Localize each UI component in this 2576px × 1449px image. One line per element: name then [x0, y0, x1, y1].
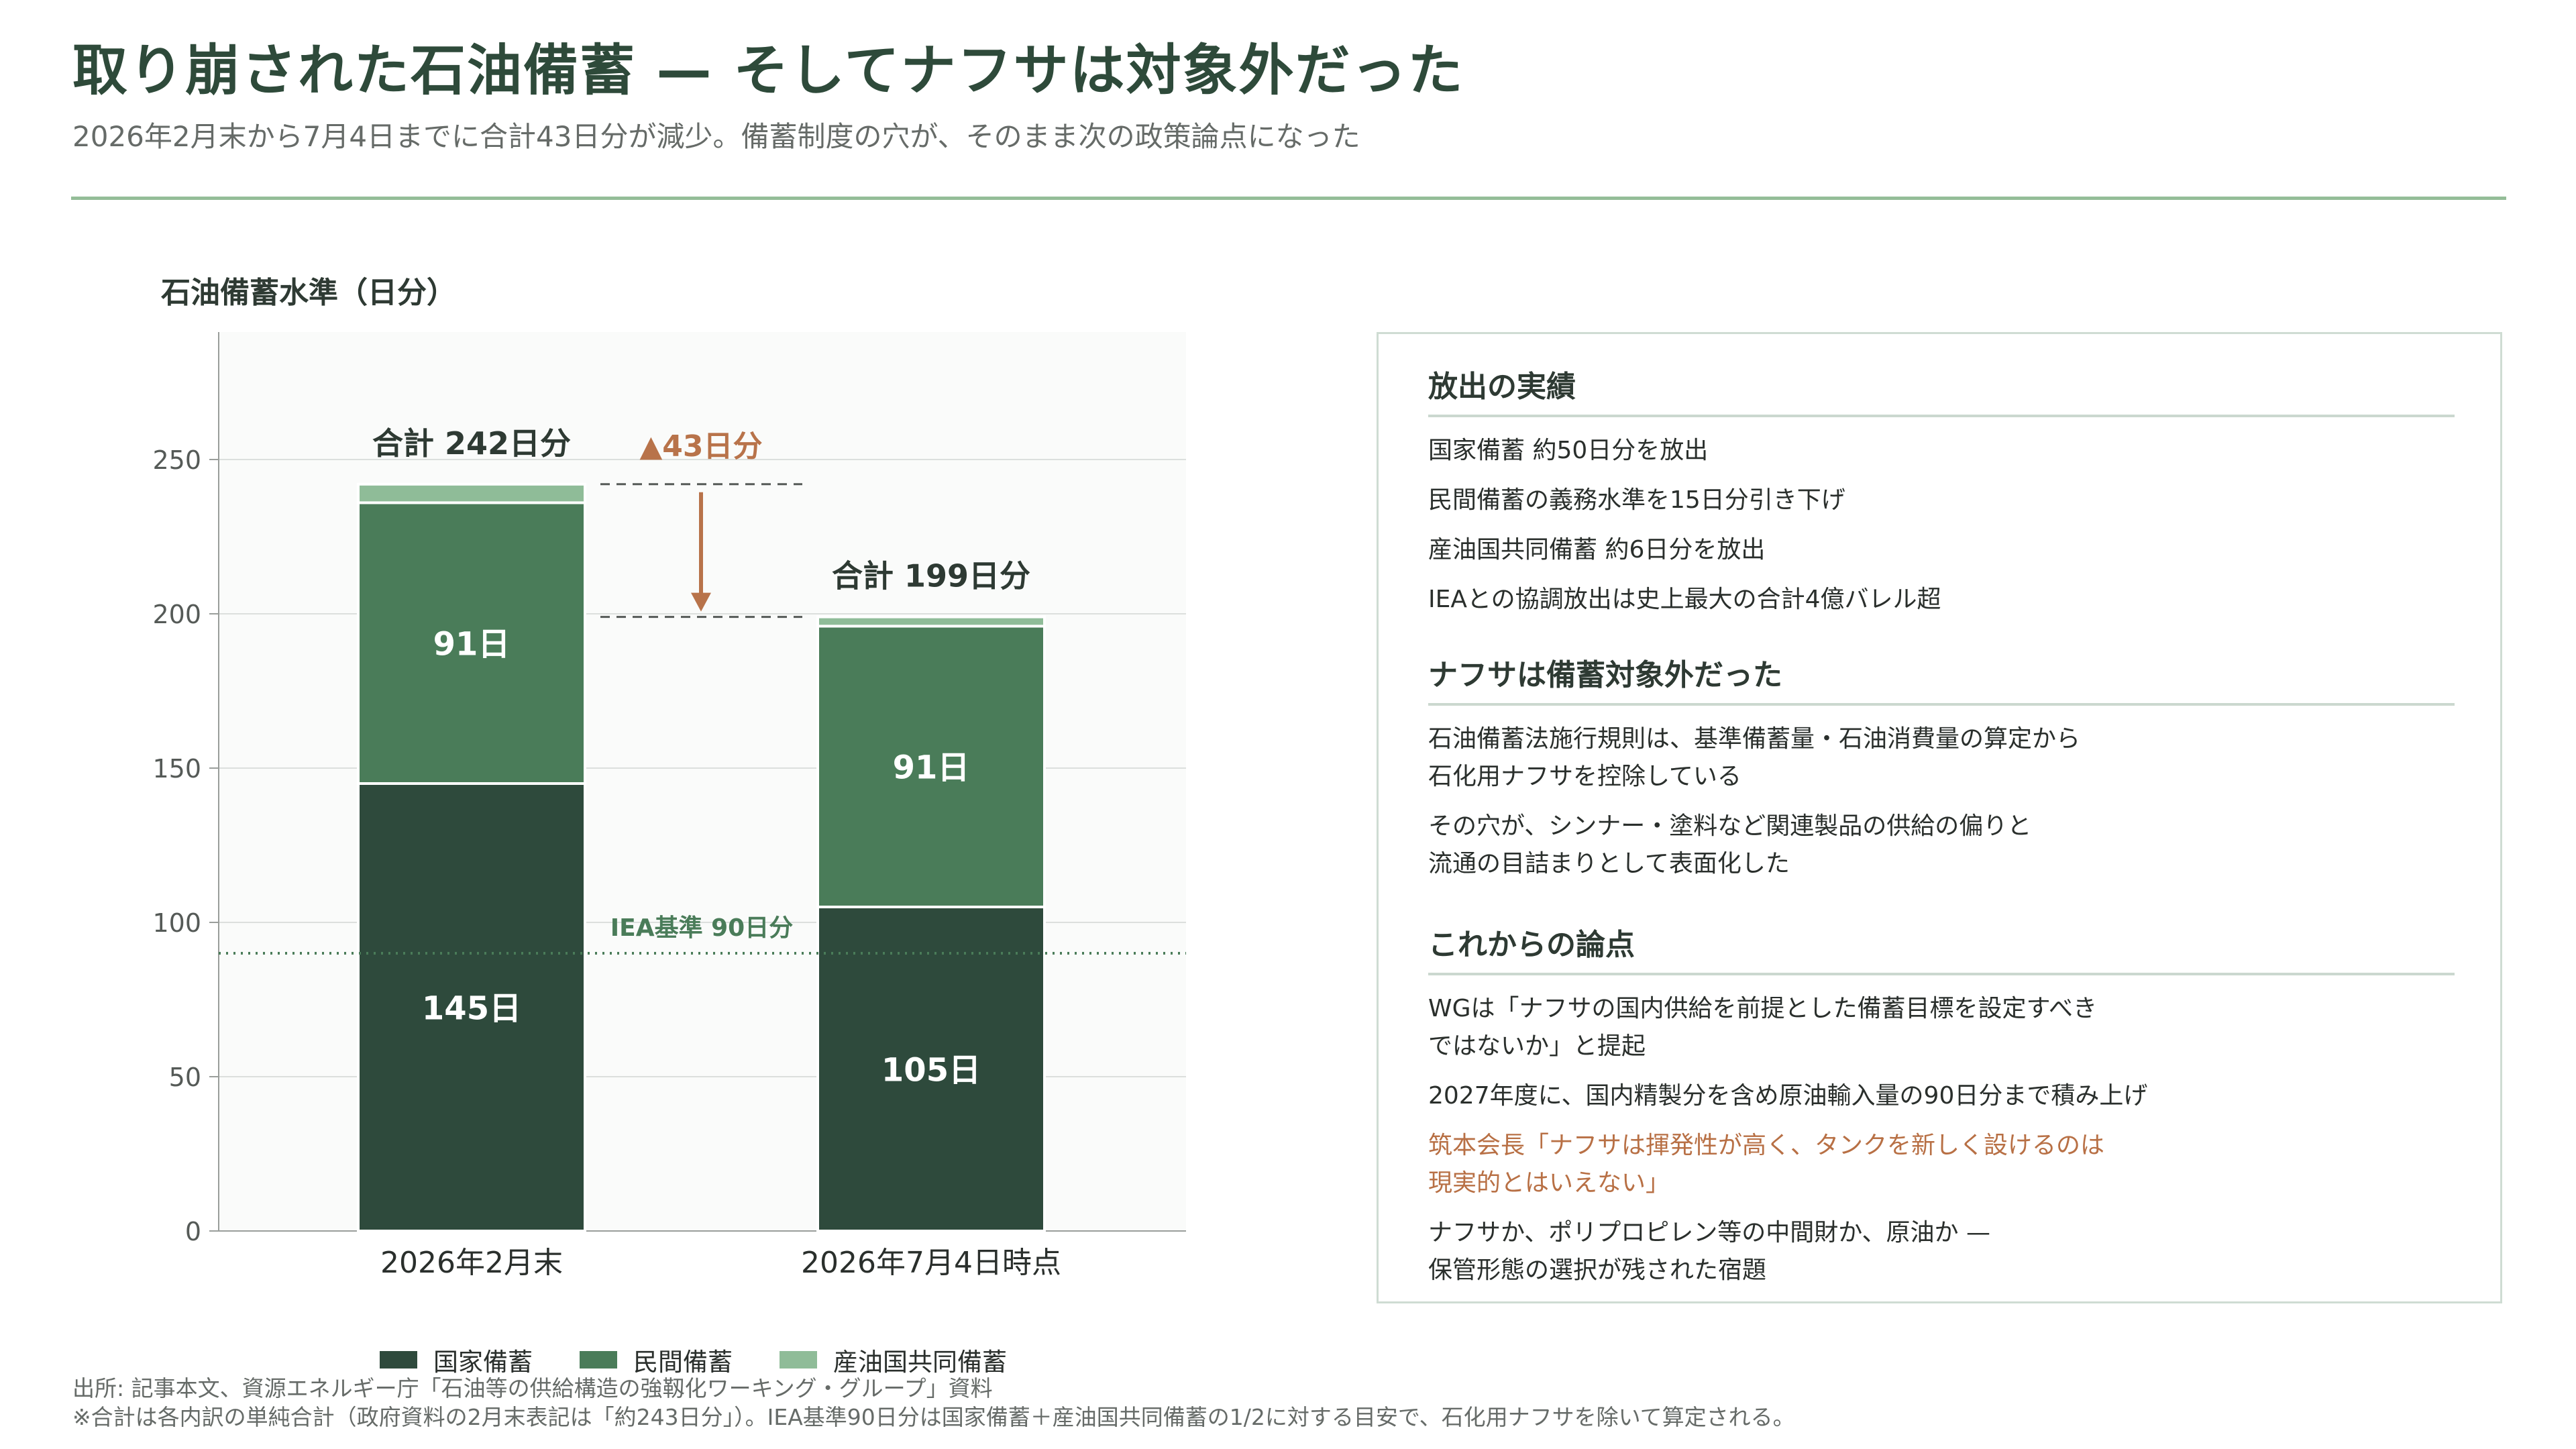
panel-item: ナフサか、ポリプロピレン等の中間財か、原油か — 保管形態の選択が残された宿題: [1428, 1214, 2455, 1289]
legend-label-national: 国家備蓄: [433, 1348, 533, 1377]
x-tick-label: 2026年2月末: [380, 1246, 563, 1280]
legend-swatch-private: [580, 1351, 617, 1368]
chart-legend: 国家備蓄 民間備蓄 産油国共同備蓄: [380, 1342, 1007, 1378]
panel-item-line: 国家備蓄 約50日分を放出: [1428, 437, 1709, 464]
x-tick-label: 2026年7月4日時点: [801, 1246, 1061, 1280]
y-tick-label: 250: [152, 445, 201, 475]
bar-segment: [816, 625, 1046, 909]
panel-item-line: 石化用ナフサを控除している: [1428, 763, 1741, 790]
chart-title: 石油備蓄水準（日分）: [161, 276, 456, 310]
footnote-line: ※合計は各内訳の単純合計（政府資料の2月末表記は「約243日分」）。IEA基準9…: [72, 1404, 1795, 1430]
y-tick-label: 200: [152, 600, 201, 629]
panel-item-line: 筑本会長「ナフサは揮発性が高く、タンクを新しく設けるのは: [1428, 1132, 2105, 1159]
header-divider: [71, 197, 2506, 200]
decrease-arrow-head: [691, 592, 711, 612]
panel-item: 2027年度に、国内精製分を含め原油輸入量の90日分まで積み上げ: [1428, 1077, 2455, 1115]
legend-item-private: 民間備蓄: [580, 1342, 733, 1378]
section-heading: これからの論点: [1428, 920, 2455, 975]
page-title: 取り崩された石油備蓄 — そしてナフサは対象外だった: [72, 39, 1464, 103]
panel-item: WGは「ナフサの国内供給を前提とした備蓄目標を設定すべき ではないか」と提起: [1428, 990, 2455, 1065]
panel-item-line: ではないか」と提起: [1428, 1032, 1646, 1060]
bar-value-label: 91日: [433, 626, 511, 663]
bar-segment: [357, 782, 586, 1232]
section-heading: 放出の実績: [1428, 362, 2455, 417]
panel-item-line: IEAとの協調放出は史上最大の合計4億バレル超: [1428, 586, 1941, 613]
panel-item-line: 2027年度に、国内精製分を含め原油輸入量の90日分まで積み上げ: [1428, 1082, 2148, 1110]
bar-value-label: 91日: [893, 749, 970, 787]
legend-swatch-joint: [780, 1351, 817, 1368]
panel-section-release: 放出の実績 国家備蓄 約50日分を放出 民間備蓄の義務水準を15日分引き下げ 産…: [1428, 362, 2455, 631]
reference-line-label: IEA基準 90日分: [610, 914, 793, 942]
panel-item-line: 流通の目詰まりとして表面化した: [1428, 850, 1790, 877]
info-panel: 放出の実績 国家備蓄 約50日分を放出 民間備蓄の義務水準を15日分引き下げ 産…: [1377, 332, 2502, 1303]
panel-item-line: 民間備蓄の義務水準を15日分引き下げ: [1428, 486, 1845, 514]
panel-item: 産油国共同備蓄 約6日分を放出: [1428, 531, 2455, 569]
legend-swatch-national: [380, 1351, 417, 1368]
panel-section-naphtha: ナフサは備蓄対象外だった 石油備蓄法施行規則は、基準備蓄量・石油消費量の算定から…: [1428, 651, 2455, 895]
legend-label-private: 民間備蓄: [633, 1348, 733, 1377]
bar-segment: [816, 615, 1046, 628]
section-heading: ナフサは備蓄対象外だった: [1428, 651, 2455, 706]
y-tick-label: 150: [152, 754, 201, 784]
y-tick-label: 0: [185, 1217, 201, 1246]
source-note: 出所: 記事本文、資源エネルギー庁「石油等の供給構造の強靱化ワーキング・グループ…: [72, 1374, 1795, 1432]
bar-value-label: 105日: [881, 1052, 981, 1089]
panel-item-line: 保管形態の選択が残された宿題: [1428, 1256, 1767, 1284]
panel-item: 石油備蓄法施行規則は、基準備蓄量・石油消費量の算定から 石化用ナフサを控除してい…: [1428, 720, 2455, 796]
page-subtitle: 2026年2月末から7月4日までに合計43日分が減少。備蓄制度の穴が、そのまま次…: [72, 120, 1360, 153]
panel-item-line: その穴が、シンナー・塗料など関連製品の供給の偏りと: [1428, 812, 2032, 840]
decrease-label: ▲43日分: [639, 429, 762, 464]
y-tick-label: 100: [152, 908, 201, 938]
panel-item: 国家備蓄 約50日分を放出: [1428, 432, 2455, 470]
panel-item: 民間備蓄の義務水準を15日分引き下げ: [1428, 482, 2455, 519]
panel-item: IEAとの協調放出は史上最大の合計4億バレル超: [1428, 581, 2455, 619]
stacked-bar-chart: 0 50 100 150 200 250 145日 91日 合計 242日分 2026年2月末 10…: [152, 332, 1186, 1280]
panel-section-issues: これからの論点 WGは「ナフサの国内供給を前提とした備蓄目標を設定すべき ではな…: [1428, 920, 2455, 1301]
bar-total-label: 合計 199日分: [832, 558, 1030, 594]
panel-item-line: 石油備蓄法施行規則は、基準備蓄量・石油消費量の算定から: [1428, 725, 2081, 753]
legend-label-joint: 産油国共同備蓄: [833, 1348, 1007, 1377]
panel-item-line: 現実的とはいえない」: [1428, 1169, 1670, 1197]
bar-segment: [357, 482, 586, 504]
source-line: 出所: 記事本文、資源エネルギー庁「石油等の供給構造の強靱化ワーキング・グループ…: [72, 1375, 993, 1401]
panel-item-line: WGは「ナフサの国内供給を前提とした備蓄目標を設定すべき: [1428, 995, 2097, 1022]
bar-value-label: 145日: [422, 990, 521, 1028]
legend-item-joint: 産油国共同備蓄: [780, 1342, 1007, 1378]
y-tick-label: 50: [169, 1063, 201, 1092]
legend-item-national: 国家備蓄: [380, 1342, 533, 1378]
panel-item-line: ナフサか、ポリプロピレン等の中間財か、原油か —: [1428, 1219, 1991, 1246]
panel-item: その穴が、シンナー・塗料など関連製品の供給の偏りと 流通の目詰まりとして表面化し…: [1428, 808, 2455, 883]
bar-total-label: 合計 242日分: [372, 425, 571, 462]
panel-item-line: 産油国共同備蓄 約6日分を放出: [1428, 536, 1766, 564]
panel-item-quote: 筑本会長「ナフサは揮発性が高く、タンクを新しく設けるのは 現実的とはいえない」: [1428, 1127, 2455, 1202]
